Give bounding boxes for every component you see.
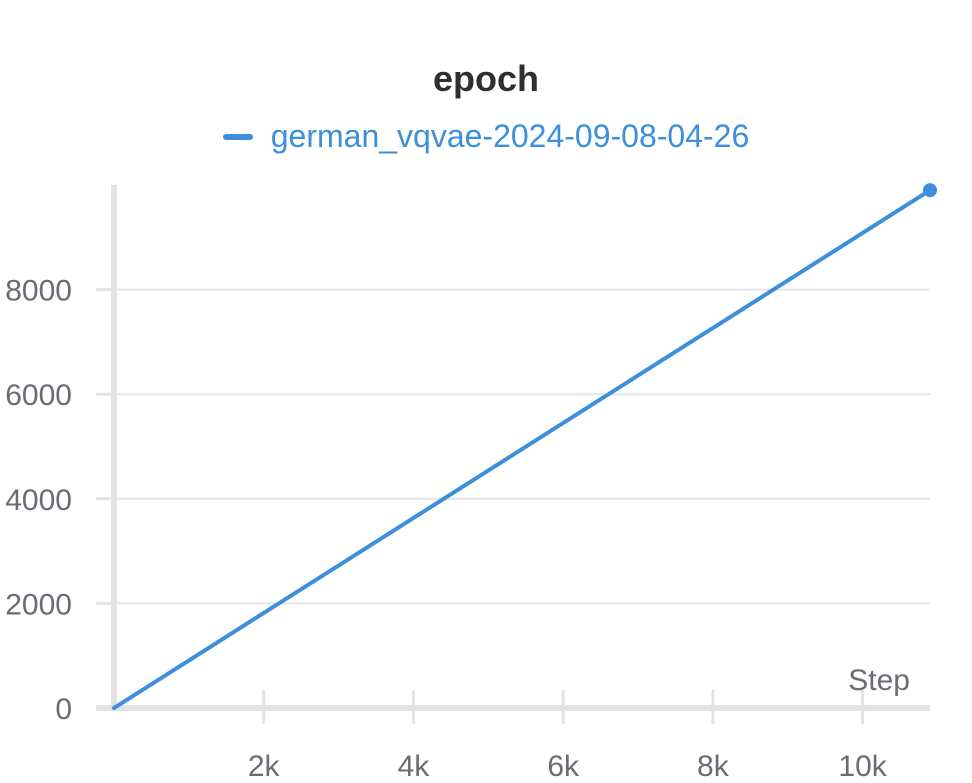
x-axis-label: Step bbox=[848, 664, 910, 697]
series-end-point-0[interactable] bbox=[923, 183, 937, 198]
y-tick-label-4: 8000 bbox=[5, 275, 72, 308]
x-tick-label-3: 8k bbox=[697, 750, 730, 783]
series-line-0[interactable] bbox=[112, 188, 932, 710]
y-tick-label-2: 4000 bbox=[5, 484, 72, 517]
y-tick-label-0: 0 bbox=[55, 693, 72, 726]
y-tick-label-1: 2000 bbox=[5, 588, 72, 621]
legend[interactable]: german_vqvae-2024-09-08-04-26 bbox=[0, 118, 972, 155]
x-tick-label-0: 2k bbox=[248, 750, 281, 783]
y-tick-label-3: 6000 bbox=[5, 379, 72, 412]
x-tick-label-1: 4k bbox=[398, 750, 431, 783]
legend-label: german_vqvae-2024-09-08-04-26 bbox=[270, 118, 750, 154]
chart-title: epoch bbox=[432, 58, 539, 99]
x-tick-label-4: 10k bbox=[838, 750, 887, 783]
legend-swatch bbox=[222, 133, 253, 140]
x-tick-label-2: 6k bbox=[547, 750, 580, 783]
